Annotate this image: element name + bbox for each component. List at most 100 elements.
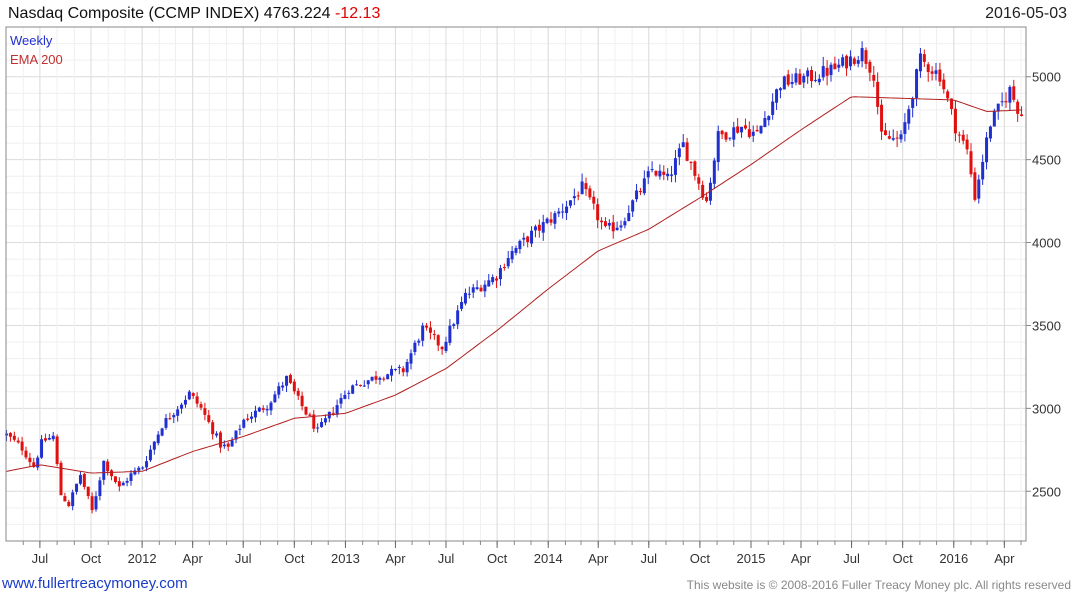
candle-body [141, 467, 145, 469]
candle-body [51, 435, 55, 440]
candle-body [145, 461, 149, 468]
candle-body [887, 136, 891, 139]
grid [6, 27, 1026, 541]
candle-body [973, 172, 977, 200]
candle-body [677, 148, 681, 158]
candle-body [78, 475, 82, 484]
candle-body [32, 462, 36, 468]
candle-body [584, 183, 588, 190]
candle-body [798, 73, 802, 85]
candle-body [351, 385, 355, 394]
candle-body [1000, 101, 1004, 103]
candle-body [24, 450, 28, 458]
x-tick-label: Jul [438, 551, 455, 566]
candle-body [460, 302, 464, 309]
candle-body [452, 324, 456, 326]
candle-body [545, 218, 549, 223]
candle-body [693, 161, 697, 176]
candle-body [250, 416, 254, 419]
candle-body [55, 436, 59, 464]
candle-body [292, 381, 296, 392]
candle-body [12, 435, 16, 440]
candle-body [362, 385, 366, 387]
x-tick-label: Oct [81, 551, 102, 566]
candle-body [712, 160, 716, 184]
candle-body [596, 204, 600, 221]
candle-body [215, 433, 219, 436]
candle-body [281, 385, 285, 388]
plot-frame [5, 26, 1027, 542]
candle-body [323, 418, 327, 423]
candle-body [164, 418, 168, 428]
candle-body [133, 470, 137, 475]
candle-body [716, 131, 720, 163]
candle-body [498, 268, 502, 280]
candle-body [16, 440, 20, 443]
candle-body [110, 470, 114, 477]
candle-body [880, 104, 884, 132]
candle-body [230, 440, 234, 447]
candle-body [557, 211, 561, 214]
candle-body [475, 287, 479, 290]
candle-body [794, 73, 798, 83]
candle-body [988, 126, 992, 139]
candle-body [701, 184, 705, 198]
candle-body [156, 434, 160, 444]
footer-copyright: This website is © 2008-2016 Fuller Treac… [686, 578, 1071, 592]
candle-body [736, 126, 740, 133]
candle-body [502, 267, 506, 269]
candle-body [631, 200, 635, 212]
candle-body [506, 258, 510, 267]
y-axis: 2500 3000 3500 4000 4500 5000 [1026, 70, 1061, 499]
candle-body [117, 481, 121, 487]
candle-body [915, 69, 919, 99]
y-tick-label: 4500 [1032, 153, 1061, 168]
candle-body [845, 55, 849, 69]
candle-body [821, 66, 825, 78]
candle-body [98, 480, 102, 497]
candle-body [662, 171, 666, 175]
candle-body [316, 427, 320, 429]
x-tick-label: Oct [690, 551, 711, 566]
candle-body [382, 378, 386, 380]
candle-body [926, 64, 930, 73]
candle-body [102, 460, 106, 480]
candle-body [802, 75, 806, 83]
candle-body [432, 334, 436, 336]
candle-body [211, 422, 215, 435]
candle-body [59, 462, 63, 496]
candle-body [471, 287, 475, 293]
candle-body [339, 398, 343, 404]
candle-body [285, 375, 289, 386]
candle-body [320, 422, 324, 428]
candle-body [43, 438, 47, 441]
candle-body [467, 293, 471, 295]
candle-body [697, 177, 701, 184]
candle-body [257, 407, 261, 412]
x-tick-label: Apr [994, 551, 1015, 566]
candle-body [191, 393, 195, 396]
candle-body [401, 368, 405, 373]
candle-body [646, 171, 650, 178]
candle-body [572, 196, 576, 199]
candle-body [436, 335, 440, 346]
candle-body [876, 81, 880, 107]
candle-body [996, 103, 1000, 112]
candle-body [331, 412, 335, 414]
candle-body [611, 222, 615, 232]
candle-body [829, 64, 833, 76]
candle-body [638, 191, 642, 193]
candle-body [463, 292, 467, 304]
candle-body [308, 414, 312, 416]
candle-body [526, 236, 530, 243]
candles [5, 41, 1024, 514]
candle-body [689, 162, 693, 164]
candle-body [778, 88, 782, 91]
footer-link[interactable]: www.fullertreacymoney.com [2, 575, 188, 592]
candle-body [269, 402, 273, 411]
x-tick-label: 2014 [534, 551, 563, 566]
candle-body [911, 98, 915, 108]
candle-body [642, 178, 646, 194]
candle-body [20, 441, 24, 451]
candle-body [36, 457, 40, 468]
